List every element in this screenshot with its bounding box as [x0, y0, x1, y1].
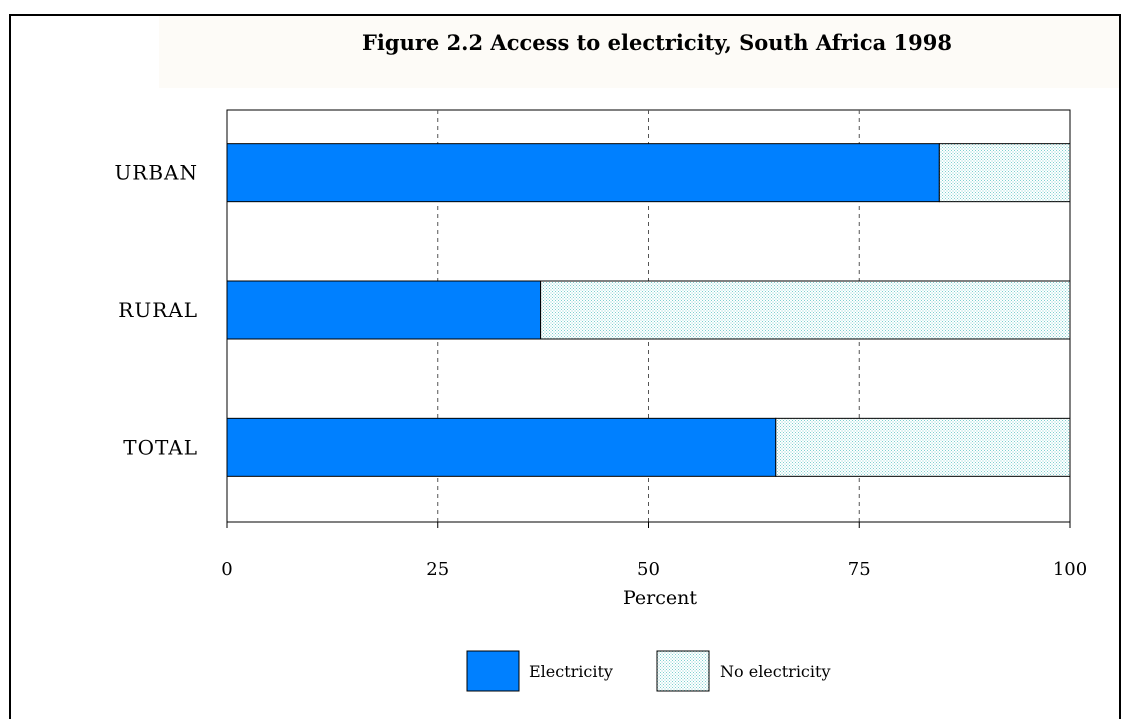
- category-labels: URBAN RURAL TOTAL: [114, 161, 198, 460]
- x-axis: 0 25 50 75 100: [221, 521, 1087, 580]
- bar-rural-no-electricity: [540, 280, 1071, 340]
- legend-swatch-electricity: [466, 650, 520, 692]
- category-label-total: TOTAL: [123, 435, 198, 459]
- title-band: [159, 16, 1119, 88]
- bar-total-no-electricity: [775, 417, 1071, 477]
- category-label-urban: URBAN: [114, 161, 198, 185]
- bar-urban-no-electricity: [938, 143, 1071, 203]
- legend-label-no-electricity: No electricity: [720, 662, 830, 681]
- bar-urban-electricity: [226, 143, 940, 203]
- bar-rural-electricity: [226, 280, 542, 340]
- category-label-rural: RURAL: [118, 298, 198, 322]
- legend-label-electricity: Electricity: [529, 662, 613, 681]
- x-tick-label-1: 25: [426, 559, 449, 580]
- legend-swatch-no-electricity: [656, 650, 710, 692]
- bar-total-electricity: [226, 417, 777, 477]
- x-tick-label-2: 50: [637, 559, 660, 580]
- x-tick-label-4: 100: [1053, 559, 1087, 580]
- legend: Electricity No electricity: [466, 650, 830, 692]
- figure-frame: [9, 14, 1121, 719]
- x-tick-label-3: 75: [848, 559, 871, 580]
- x-axis-title: Percent: [623, 587, 697, 609]
- bars: [226, 143, 1071, 477]
- x-tick-label-0: 0: [221, 559, 232, 580]
- chart-title: Figure 2.2 Access to electricity, South …: [362, 30, 952, 55]
